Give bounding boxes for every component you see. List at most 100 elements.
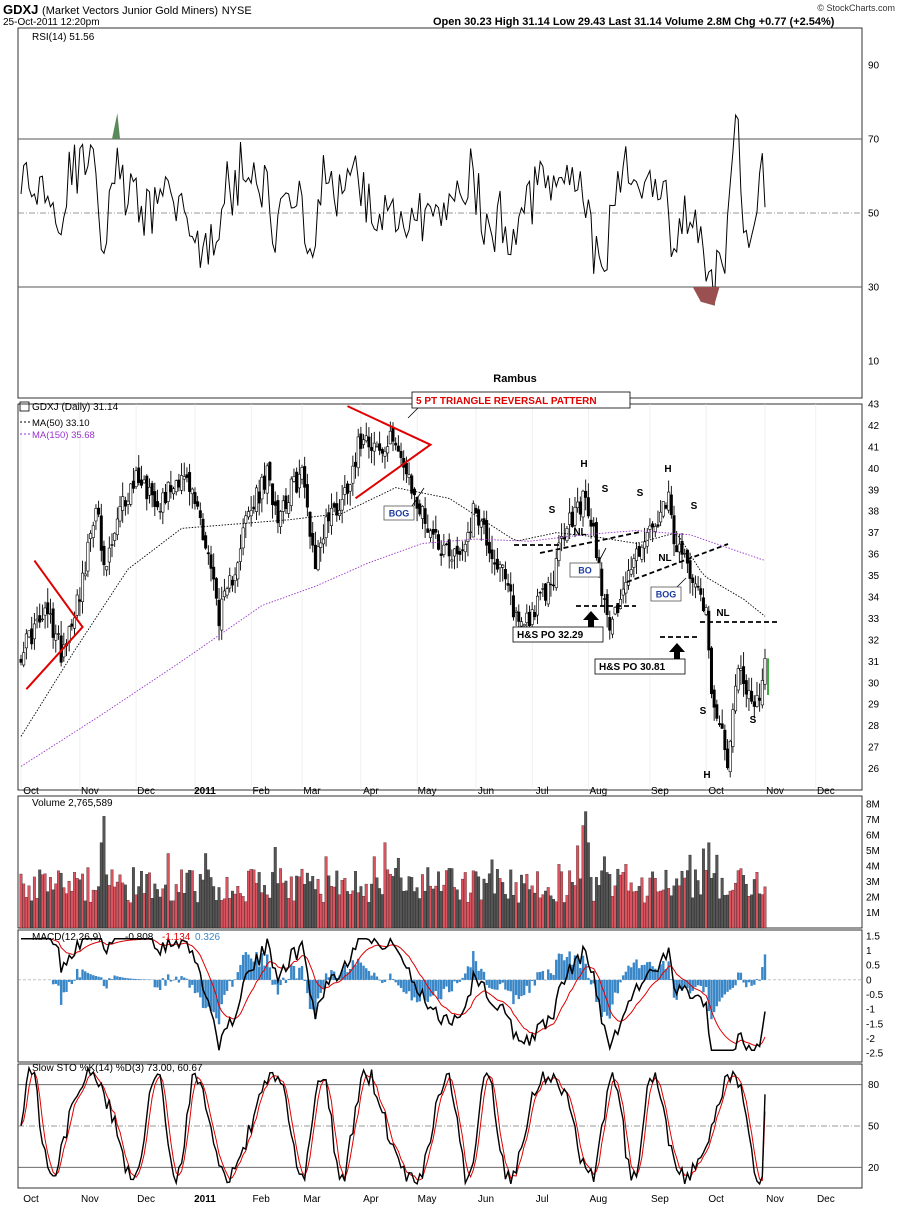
candle-body	[40, 618, 44, 621]
candle-body	[24, 633, 28, 649]
candle-body	[423, 508, 427, 524]
candle-body	[747, 690, 751, 700]
macd-hist-bar	[370, 975, 373, 980]
candle-body	[177, 479, 181, 488]
volume-bar	[659, 890, 663, 929]
macd-hist-bar	[664, 969, 668, 980]
volume-bar	[115, 881, 119, 929]
macd-hist-bar	[429, 979, 432, 997]
volume-bar	[287, 898, 291, 929]
macd-hist-bar	[381, 979, 384, 984]
volume-bar	[102, 816, 106, 929]
volume-bar	[723, 895, 727, 929]
quote-summary: Open 30.23 High 31.14 Low 29.43 Last 31.…	[433, 16, 835, 28]
macd-hist-value: 0.326	[195, 932, 220, 943]
candle-body	[709, 647, 713, 695]
candle-body	[335, 503, 339, 516]
volume-bar	[552, 899, 556, 929]
candle-body	[193, 492, 197, 504]
macd-hist-bar	[466, 966, 470, 980]
volume-bar	[316, 879, 320, 929]
macd-hist-bar	[298, 967, 301, 980]
macd-hist-bar	[533, 979, 537, 986]
volume-bar	[273, 847, 277, 929]
volume-bar	[453, 887, 456, 929]
candle-body	[131, 480, 135, 489]
macd-hist-bar	[555, 959, 558, 980]
macd-hist-bar	[57, 979, 60, 986]
macd-title: MACD(12,26,9)	[32, 932, 101, 943]
main-ytick-1: 27	[868, 743, 880, 754]
macd-hist-bar	[118, 976, 122, 980]
pattern-letter-4: S	[637, 488, 644, 499]
candle-body	[498, 564, 502, 569]
candle-body	[107, 547, 111, 563]
pattern-letter-11: S	[750, 715, 757, 726]
volume-bar	[533, 892, 537, 929]
month-label-bottom-6: Apr	[363, 1194, 379, 1205]
macd-hist-bar	[450, 979, 454, 992]
main-ytick-2: 28	[868, 721, 880, 732]
volume-bar	[437, 871, 440, 929]
grid-lines	[18, 138, 862, 1168]
macd-hist-bar	[584, 963, 587, 980]
month-label-top-6: Apr	[363, 786, 379, 797]
candle-body	[51, 608, 55, 638]
macd-hist-bar	[100, 977, 103, 980]
macd-hist-bar	[506, 979, 510, 991]
volume-bar	[517, 902, 521, 929]
candle-body	[198, 510, 202, 519]
volume-bar	[65, 893, 68, 929]
panel-macd	[17, 929, 863, 1063]
volume-bar	[421, 874, 424, 929]
volume-bar	[498, 878, 502, 929]
macd-hist-bar	[81, 969, 84, 980]
volume-bar	[747, 895, 751, 929]
candle-body	[113, 532, 117, 541]
volume-bar	[78, 879, 82, 929]
volume-bar	[608, 874, 612, 929]
macd-ytick-4: -0.5	[866, 990, 884, 1001]
vol-ytick-3: 4M	[866, 861, 880, 872]
sto-ytick-2: 80	[868, 1080, 880, 1091]
candle-body	[699, 588, 703, 595]
macd-hist-bar	[680, 979, 684, 991]
macd-hist-bar	[199, 979, 202, 998]
macd-hist-bar	[166, 974, 170, 980]
bog-pointer-1	[411, 487, 425, 507]
macd-hist-bar	[86, 972, 90, 980]
volume-bar	[86, 867, 90, 929]
pattern-letter-7: NL	[658, 553, 671, 564]
candle-body	[485, 520, 489, 546]
candle-body	[461, 549, 465, 551]
candle-body	[75, 594, 79, 616]
macd-hist-bar	[357, 958, 360, 980]
candle-body	[54, 633, 58, 641]
candle-body	[533, 612, 537, 618]
candle-body	[503, 569, 507, 580]
volume-bar	[268, 897, 272, 929]
candle-body	[244, 515, 248, 524]
macd-hist-bar	[319, 979, 322, 993]
macd-hist-bar	[726, 979, 729, 992]
volume-bar	[404, 890, 408, 929]
macd-hist-bar	[367, 971, 371, 980]
macd-hist-bar	[399, 979, 403, 988]
volume-bar	[362, 896, 365, 929]
bo-tag: BO	[578, 566, 592, 576]
macd-hist-bar	[223, 979, 226, 995]
volume-bar	[126, 899, 130, 929]
candle-body	[332, 503, 336, 508]
candle-body	[206, 552, 210, 555]
volume-bars	[19, 811, 767, 929]
macd-hist-bar	[255, 952, 258, 980]
volume-bar	[161, 888, 165, 929]
volume-bar	[153, 883, 157, 929]
volume-bar	[538, 897, 542, 929]
candle-body	[693, 583, 697, 588]
macd-hist-bar	[196, 979, 199, 993]
candle-body	[228, 575, 232, 589]
volume-bar	[758, 893, 762, 929]
candle-body	[271, 483, 275, 506]
month-label-bottom-4: Feb	[253, 1194, 271, 1205]
